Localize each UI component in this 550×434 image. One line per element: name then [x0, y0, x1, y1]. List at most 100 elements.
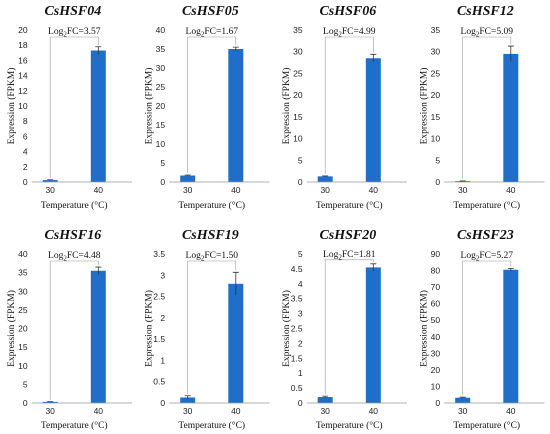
error-bar — [184, 174, 191, 177]
log2fc-value: FC=1.67 — [204, 27, 238, 37]
log2fc-annotation: Log2FC=5.09 — [461, 27, 514, 39]
error-bar — [232, 46, 239, 51]
log2fc-value: FC=5.27 — [479, 251, 513, 261]
log2fc-annotation: Log2FC=4.48 — [48, 251, 101, 263]
y-axis-label: Expression (FPKM) — [281, 68, 292, 145]
y-tick-label: 15 — [156, 120, 166, 130]
y-tick-label: 16 — [18, 55, 28, 65]
x-tick-label: 40 — [369, 406, 379, 416]
y-tick-label: 20 — [18, 324, 28, 334]
x-axis-label: Temperature (°C) — [453, 200, 520, 211]
x-axis-label: Temperature (°C) — [316, 200, 383, 211]
y-tick-label: 1 — [298, 368, 303, 378]
error-bar — [370, 53, 377, 63]
y-tick-label: 14 — [18, 71, 28, 81]
y-tick-label: 10 — [431, 134, 441, 144]
x-tick-label: 30 — [320, 185, 330, 195]
log2fc-prefix: Log — [48, 251, 64, 261]
y-tick-label: 2 — [298, 338, 303, 348]
error-bar — [95, 46, 102, 55]
log2fc-annotation: Log2FC=1.67 — [186, 27, 239, 39]
error-bar — [232, 271, 239, 296]
error-bar — [507, 45, 514, 62]
y-tick-label: 6 — [23, 131, 28, 141]
y-tick-label: 5 — [298, 155, 303, 165]
log2fc-prefix: Log — [323, 250, 339, 260]
x-axis-label: Temperature (°C) — [41, 200, 108, 211]
y-tick-label: 5 — [298, 249, 303, 259]
y-tick-label: 0 — [298, 398, 303, 408]
bar-40 — [503, 269, 519, 403]
y-tick-label: 3 — [160, 270, 165, 280]
x-axis-label: Temperature (°C) — [41, 420, 108, 431]
y-axis-label: Expression (FPKM) — [281, 290, 292, 367]
y-axis-label: Expression (FPKM) — [6, 68, 17, 145]
x-tick-label: 30 — [458, 185, 468, 195]
log2fc-prefix: Log — [48, 27, 64, 37]
y-tick-label: 40 — [18, 249, 28, 259]
log2fc-value: FC=4.48 — [67, 251, 101, 261]
comparison-bracket — [49, 36, 99, 178]
x-tick-label: 40 — [506, 185, 516, 195]
bar-40 — [228, 49, 244, 182]
panel-title: CsHSF12 — [457, 4, 514, 19]
y-tick-label: 10 — [293, 134, 303, 144]
y-tick-label: 4.5 — [291, 264, 303, 274]
y-tick-label: 35 — [431, 25, 441, 35]
bar-40 — [365, 267, 381, 403]
panel-title: CsHSF16 — [44, 228, 101, 243]
x-tick-label: 30 — [183, 185, 193, 195]
y-tick-label: 10 — [431, 381, 441, 391]
y-tick-label: 15 — [293, 112, 303, 122]
y-tick-label: 0 — [23, 398, 28, 408]
panel-title: CsHSF06 — [319, 4, 376, 19]
bar-40 — [503, 53, 519, 183]
x-tick-label: 30 — [458, 406, 468, 416]
x-axis-label: Temperature (°C) — [178, 200, 245, 211]
y-tick-label: 10 — [156, 139, 166, 149]
y-tick-label: 2 — [23, 162, 28, 172]
panel-title: CsHSF20 — [319, 228, 376, 243]
panel-title: CsHSF19 — [182, 228, 239, 243]
y-tick-label: 90 — [431, 249, 441, 259]
log2fc-subscript: 2 — [201, 255, 205, 263]
y-tick-label: 8 — [23, 116, 28, 126]
comparison-bracket — [324, 36, 374, 174]
log2fc-value: FC=1.81 — [342, 250, 376, 260]
y-axis-label: Expression (FPKM) — [6, 290, 17, 367]
y-tick-label: 1.5 — [291, 353, 303, 363]
y-axis-label: Expression (FPKM) — [144, 68, 155, 145]
y-tick-label: 40 — [156, 25, 166, 35]
y-tick-label: 0.5 — [291, 383, 303, 393]
y-tick-label: 20 — [18, 25, 28, 35]
bar-40 — [90, 50, 106, 182]
y-tick-label: 70 — [431, 282, 441, 292]
error-bar — [507, 268, 514, 272]
panel-title: CsHSF04 — [44, 4, 101, 19]
bar-30 — [317, 176, 333, 182]
y-tick-label: 10 — [18, 101, 28, 111]
y-tick-label: 40 — [431, 332, 441, 342]
y-tick-label: 25 — [431, 68, 441, 78]
error-bar — [184, 395, 191, 400]
bar-30 — [42, 401, 58, 403]
y-tick-label: 2.5 — [291, 324, 303, 334]
x-tick-label: 30 — [45, 406, 55, 416]
log2fc-annotation: Log2FC=4.99 — [323, 27, 376, 39]
bar-30 — [180, 175, 196, 182]
y-tick-label: 50 — [431, 315, 441, 325]
x-axis-label: Temperature (°C) — [178, 420, 245, 431]
y-tick-label: 25 — [18, 305, 28, 315]
log2fc-value: FC=3.57 — [67, 27, 101, 37]
x-tick-label: 40 — [94, 185, 104, 195]
log2fc-subscript: 2 — [63, 255, 67, 263]
error-bar — [459, 396, 466, 399]
y-tick-label: 30 — [431, 47, 441, 57]
y-tick-label: 12 — [18, 86, 28, 96]
comparison-bracket — [187, 36, 237, 173]
bar-30 — [180, 397, 196, 403]
y-tick-label: 3 — [298, 309, 303, 319]
y-tick-label: 0 — [298, 177, 303, 187]
x-tick-label: 30 — [183, 406, 193, 416]
y-tick-label: 35 — [156, 44, 166, 54]
